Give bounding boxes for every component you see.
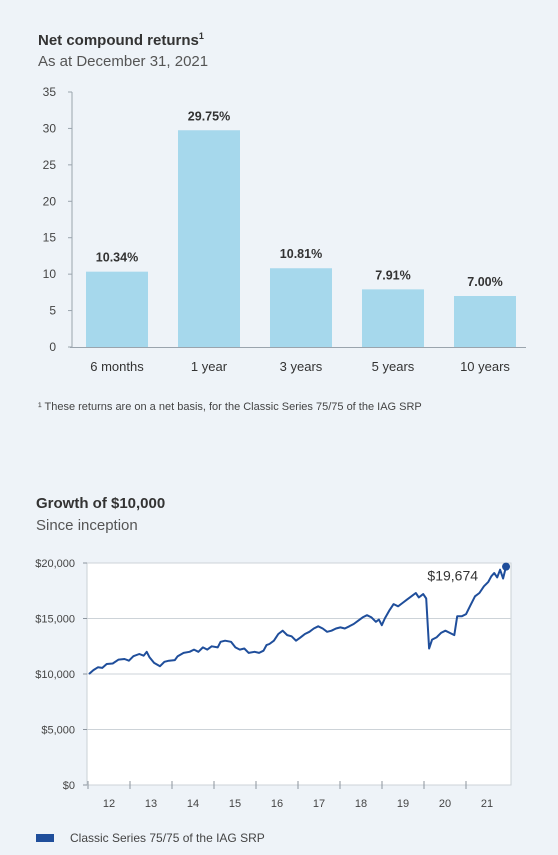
bar-y-tick-label: 0 [49, 340, 56, 354]
bar-data-label: 7.00% [467, 275, 502, 289]
line-x-tick-label: 14 [187, 798, 199, 810]
line-x-tick-label: 18 [355, 798, 367, 810]
bar-category-label: 3 years [280, 359, 323, 374]
bar-category-label: 1 year [191, 359, 228, 374]
bar-data-label: 10.34% [96, 251, 138, 265]
bar-category-label: 10 years [460, 359, 510, 374]
bar-y-tick-label: 35 [43, 85, 57, 99]
line-x-tick-label: 12 [103, 798, 115, 810]
line-y-tick-label: $20,000 [35, 558, 75, 570]
bar [86, 271, 148, 347]
line-chart: Growth of $10,000 Since inception $0 $5,0… [35, 495, 512, 845]
line-gridlines [87, 562, 511, 786]
bar-chart: Net compound returns1 As at December 31,… [38, 31, 526, 413]
line-chart-title: Growth of $10,000 [36, 495, 165, 512]
line-x-tick-label: 16 [271, 798, 283, 810]
bar-y-tick-label: 20 [43, 194, 57, 208]
bar-data-label: 10.81% [280, 247, 322, 261]
bar [178, 130, 240, 347]
line-y-tick-label: $5,000 [41, 725, 75, 737]
bar-series: 10.34% 6 months 29.75% 1 year 10.81% 3 years 7… [86, 109, 516, 374]
legend-swatch [36, 834, 54, 842]
bar-category-label: 6 months [90, 359, 144, 374]
bar-y-tick-label: 5 [49, 304, 56, 318]
legend-label: Classic Series 75/75 of the IAG SRP [70, 831, 265, 845]
line-x-tick-label: 13 [145, 798, 157, 810]
bar-y-tick-label: 10 [43, 267, 57, 281]
bar-y-tick-label: 30 [43, 121, 57, 135]
bar-y-axis: 0 5 10 15 20 25 30 35 [43, 85, 73, 354]
bar-chart-subtitle: As at December 31, 2021 [38, 53, 208, 70]
bar-category-label: 5 years [372, 359, 415, 374]
line-y-axis: $0 $5,000 $10,000 $15,000 $20,000 [35, 558, 87, 792]
line-end-annotation: $19,674 [427, 568, 478, 584]
line-chart-subtitle: Since inception [36, 517, 138, 534]
bar-y-tick-label: 25 [43, 158, 57, 172]
line-x-tick-label: 21 [481, 798, 493, 810]
bar-y-tick-label: 15 [43, 231, 57, 245]
line-y-tick-label: $15,000 [35, 614, 75, 626]
line-end-point [502, 562, 511, 571]
line-x-tick-label: 15 [229, 798, 241, 810]
line-x-tick-label: 20 [439, 798, 451, 810]
bar-chart-title: Net compound returns1 [38, 31, 204, 49]
line-x-axis: 12 13 14 15 16 17 18 19 20 21 [87, 781, 493, 810]
bar-data-label: 7.91% [375, 268, 410, 282]
bar [362, 289, 424, 347]
line-x-tick-label: 17 [313, 798, 325, 810]
bar-footnote: ¹ These returns are on a net basis, for … [38, 401, 422, 413]
line-series-path [88, 566, 507, 675]
line-y-tick-label: $0 [63, 780, 75, 792]
bar [454, 296, 516, 347]
line-y-tick-label: $10,000 [35, 669, 75, 681]
line-x-tick-label: 19 [397, 798, 409, 810]
bar [270, 268, 332, 347]
bar-data-label: 29.75% [188, 109, 230, 123]
